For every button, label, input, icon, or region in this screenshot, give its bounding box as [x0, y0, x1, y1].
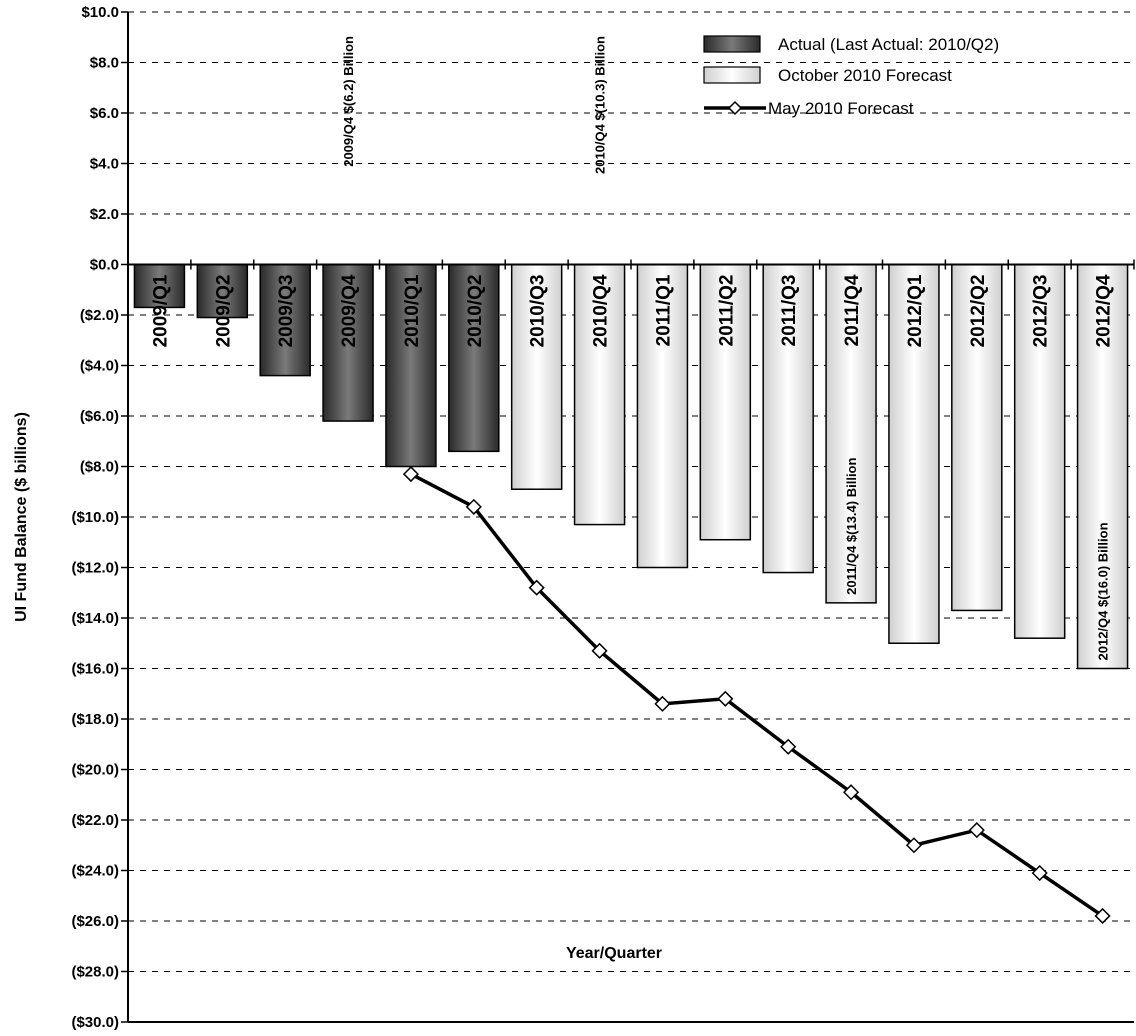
may-forecast-series-line: [410, 472, 1104, 918]
may-forecast-point: [968, 822, 985, 839]
legend-swatch-actual: [703, 35, 761, 53]
bar-annotation: 2012/Q4 $(16.0) Billion: [1096, 522, 1111, 660]
y-axis-title: UI Fund Balance ($ billions): [13, 412, 30, 622]
y-tick-label: ($22.0): [71, 812, 119, 829]
x-category-label: 2011/Q1: [653, 274, 674, 346]
annotations: 2009/Q4 $(6.2) Billion 2010/Q4 $(10.3) Bi…: [341, 36, 1111, 661]
legend-swatch-october: [703, 66, 761, 84]
x-category-label: 2010/Q3: [528, 275, 549, 348]
october-forecast-bar: [1013, 263, 1066, 639]
axes: $10.0 $8.0 $6.0 $4.0 $2.0 $0.0 ($2.0) ($4.0) ($6…: [71, 4, 1135, 1031]
october-forecast-bar: [510, 263, 563, 490]
actual-bar: [448, 263, 500, 453]
y-tick-label: $2.0: [90, 206, 119, 223]
x-category-label: 2009/Q2: [213, 275, 234, 348]
legend-label-october: October 2010 Forecast: [778, 66, 952, 85]
may-forecast-point: [591, 642, 608, 659]
october-forecast-bar: [636, 263, 689, 569]
october-forecast-bar: [573, 263, 626, 526]
october-forecast-bar: [1076, 263, 1129, 670]
y-tick-label: ($6.0): [80, 408, 119, 425]
y-tick-label: ($28.0): [71, 964, 119, 981]
x-category-label: 2009/Q1: [150, 274, 171, 347]
y-tick-label: ($12.0): [71, 560, 119, 577]
x-category-label: 2010/Q4: [591, 274, 612, 347]
y-tick-label: ($16.0): [71, 661, 119, 678]
y-tick-label: $8.0: [90, 55, 119, 72]
x-category-label: 2009/Q4: [339, 274, 360, 347]
may-forecast-point: [717, 690, 734, 707]
y-tick-label: $6.0: [90, 105, 119, 122]
x-category-label: 2011/Q3: [779, 275, 800, 347]
october-forecast-bar: [888, 263, 940, 644]
x-category-label: 2012/Q4: [1094, 274, 1115, 347]
legend-label-actual: Actual (Last Actual: 2010/Q2): [778, 35, 999, 54]
x-category-label: 2010/Q2: [465, 275, 486, 348]
bar-annotation: 2011/Q4 $(13.4) Billion: [844, 458, 859, 595]
x-category-label: 2012/Q2: [968, 275, 989, 348]
actual-bar: [133, 263, 186, 309]
legend-swatch-may-marker: [727, 100, 743, 116]
y-tick-label: ($20.0): [71, 762, 119, 779]
may-forecast-point: [528, 579, 545, 596]
category-labels: 2009/Q1 2009/Q2 2009/Q3 2009/Q4 2010/Q1 2010/…: [150, 274, 1114, 347]
y-tick-label: ($26.0): [71, 913, 119, 930]
may-forecast-point: [402, 466, 419, 483]
y-tick-label: ($30.0): [71, 1014, 119, 1031]
x-category-label: 2011/Q4: [842, 274, 863, 346]
may-forecast-point: [465, 498, 482, 515]
x-category-label: 2011/Q2: [716, 275, 737, 347]
may-forecast-point: [905, 837, 922, 854]
y-tick-label: ($4.0): [80, 358, 119, 375]
y-tick-label: ($14.0): [71, 610, 119, 627]
legend-label-may: May 2010 Forecast: [768, 99, 914, 118]
x-category-label: 2012/Q1: [905, 274, 926, 347]
y-tick-label: $10.0: [81, 4, 119, 21]
october-forecast-bar: [825, 263, 877, 604]
may-forecast-point: [654, 695, 671, 712]
bar-annotation: 2010/Q4 $(10.3) Billion: [593, 36, 608, 174]
y-tick-label: $0.0: [90, 257, 119, 274]
may-forecast-line: [402, 466, 1111, 925]
y-tick-label: ($2.0): [80, 307, 119, 324]
may-forecast-point: [780, 738, 797, 755]
october-forecast-bar: [699, 263, 752, 541]
legend: Actual (Last Actual: 2010/Q2) October 201…: [703, 35, 999, 118]
october-forecast-bar: [762, 263, 814, 574]
bars: [133, 263, 1129, 670]
may-forecast-point: [1094, 907, 1111, 925]
y-tick-label: ($8.0): [80, 459, 119, 476]
x-category-label: 2012/Q3: [1031, 275, 1052, 348]
y-tick-label: ($10.0): [71, 509, 119, 526]
y-tick-label: ($18.0): [71, 711, 119, 728]
y-tick-label: $4.0: [90, 156, 119, 173]
actual-bar: [196, 263, 249, 319]
x-category-label: 2010/Q1: [402, 274, 423, 347]
x-category-label: 2009/Q3: [276, 275, 297, 348]
actual-bar: [322, 263, 374, 422]
bar-annotation: 2009/Q4 $(6.2) Billion: [341, 36, 356, 167]
may-forecast-point: [1031, 864, 1048, 882]
y-tick-label: ($24.0): [71, 863, 119, 880]
may-forecast-point: [843, 784, 860, 801]
x-axis-title: Year/Quarter: [566, 945, 662, 962]
